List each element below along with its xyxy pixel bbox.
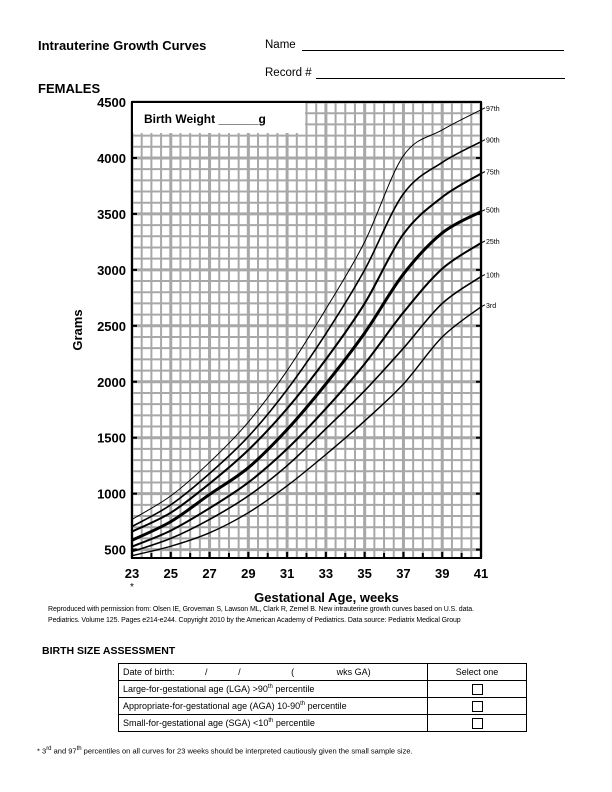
y-tick-label: 500: [104, 543, 126, 558]
y-tick-label: 2000: [97, 375, 126, 390]
sga-checkbox[interactable]: [471, 717, 483, 729]
percentile-label: 75th: [486, 170, 500, 177]
sup: th: [267, 684, 273, 690]
record-label: Record #: [265, 67, 312, 79]
x-tick-note: *: [130, 582, 134, 593]
x-tick-label: 39: [435, 566, 449, 581]
percentile-curve-75th: [131, 172, 482, 533]
x-tick-label: 25: [164, 566, 178, 581]
x-tick-label: 27: [202, 566, 216, 581]
select-header: Select one: [427, 663, 527, 681]
label-leader: [480, 304, 486, 308]
x-tick-label: 31: [280, 566, 294, 581]
label-leader: [480, 274, 486, 278]
dob-sep: /: [238, 667, 241, 677]
suffix: percentile: [272, 684, 315, 694]
x-tick-label: 23: [125, 566, 139, 581]
percentile-label: 25th: [486, 239, 500, 246]
ga-open: (: [291, 667, 295, 677]
y-tick-label: 2500: [97, 319, 126, 334]
label-leader: [480, 139, 486, 143]
growth-chart: Birth Weight ______g 23 25 27 29 31 33 35 37 39 41…: [70, 95, 500, 605]
section-title: FEMALES: [38, 81, 101, 96]
birth-weight-box: [133, 103, 305, 133]
label-leader: [480, 107, 486, 111]
x-axis-label: Gestational Age, weeks: [254, 590, 399, 605]
sup: rd: [46, 746, 52, 752]
x-tick-label: 33: [319, 566, 333, 581]
table-row: Appropriate-for-gestational age (AGA) 10…: [118, 697, 527, 715]
aga-checkbox[interactable]: [471, 700, 483, 712]
dob-sep: /: [205, 667, 208, 677]
sup: th: [268, 718, 274, 724]
record-field[interactable]: [316, 78, 565, 79]
birth-weight-label: Birth Weight ______g: [144, 112, 266, 126]
y-tick-label: 4500: [97, 95, 126, 110]
x-tick-label: 41: [474, 566, 488, 581]
percentile-label: 50th: [486, 208, 500, 215]
assessment-title: BIRTH SIZE ASSESSMENT: [42, 645, 176, 657]
suffix: percentile: [273, 718, 315, 728]
name-label: Name: [265, 39, 296, 51]
percentile-label: 10th: [486, 273, 500, 280]
y-tick-label: 1500: [97, 431, 126, 446]
percentile-label: 3rd: [486, 303, 496, 310]
percentile-curve-3rd: [131, 306, 482, 557]
y-tick-label: 1000: [97, 487, 126, 502]
dob-label: Date of birth:: [123, 667, 175, 677]
sup: th: [76, 746, 82, 752]
fn: percentiles on all curves for 23 weeks s…: [81, 746, 413, 756]
y-tick-label: 3500: [97, 207, 126, 222]
x-tick-label: 37: [396, 566, 410, 581]
credit-line-2: Pediatrics. Volume 125. Pages e214-e244.…: [48, 617, 461, 624]
percentile-curve-10th: [131, 275, 482, 553]
x-tick-label: 29: [241, 566, 255, 581]
page-title: Intrauterine Growth Curves: [38, 38, 207, 53]
assessment-table: Date of birth: / / ( wks GA) Select one …: [118, 663, 527, 732]
lga-label: Large-for-gestational age (LGA) >90: [123, 684, 268, 694]
y-tick-label: 3000: [97, 263, 126, 278]
credit-line-1: Reproduced with permission from: Olsen I…: [48, 606, 474, 613]
footnote: * 3rd and 97th percentiles on all curves…: [37, 746, 413, 756]
label-leader: [480, 209, 486, 213]
label-leader: [480, 171, 486, 175]
percentile-label: 97th: [486, 106, 500, 113]
name-field[interactable]: [302, 50, 564, 51]
fn: * 3: [37, 746, 47, 756]
y-axis-label: Grams: [70, 309, 85, 350]
y-tick-label: 4000: [97, 151, 126, 166]
aga-label: Appropriate-for-gestational age (AGA) 10…: [123, 701, 301, 711]
percentile-curve-90th: [131, 141, 482, 528]
percentile-curve-50th: [131, 210, 482, 542]
sup: th: [300, 701, 306, 707]
sga-label: Small-for-gestational age (SGA) <10: [123, 718, 269, 728]
lga-checkbox[interactable]: [471, 683, 483, 695]
ga-label: wks GA): [336, 667, 371, 677]
percentile-label: 90th: [486, 138, 500, 145]
fn: and 97: [51, 746, 77, 756]
table-row: Small-for-gestational age (SGA) <10th pe…: [118, 714, 527, 732]
label-leader: [480, 240, 486, 244]
percentile-curve-97th: [131, 109, 482, 520]
percentile-curve-25th: [131, 242, 482, 548]
table-row: Date of birth: / / ( wks GA) Select one: [118, 663, 527, 681]
x-tick-label: 35: [357, 566, 371, 581]
suffix: percentile: [305, 701, 347, 711]
table-row: Large-for-gestational age (LGA) >90th pe…: [118, 680, 527, 698]
